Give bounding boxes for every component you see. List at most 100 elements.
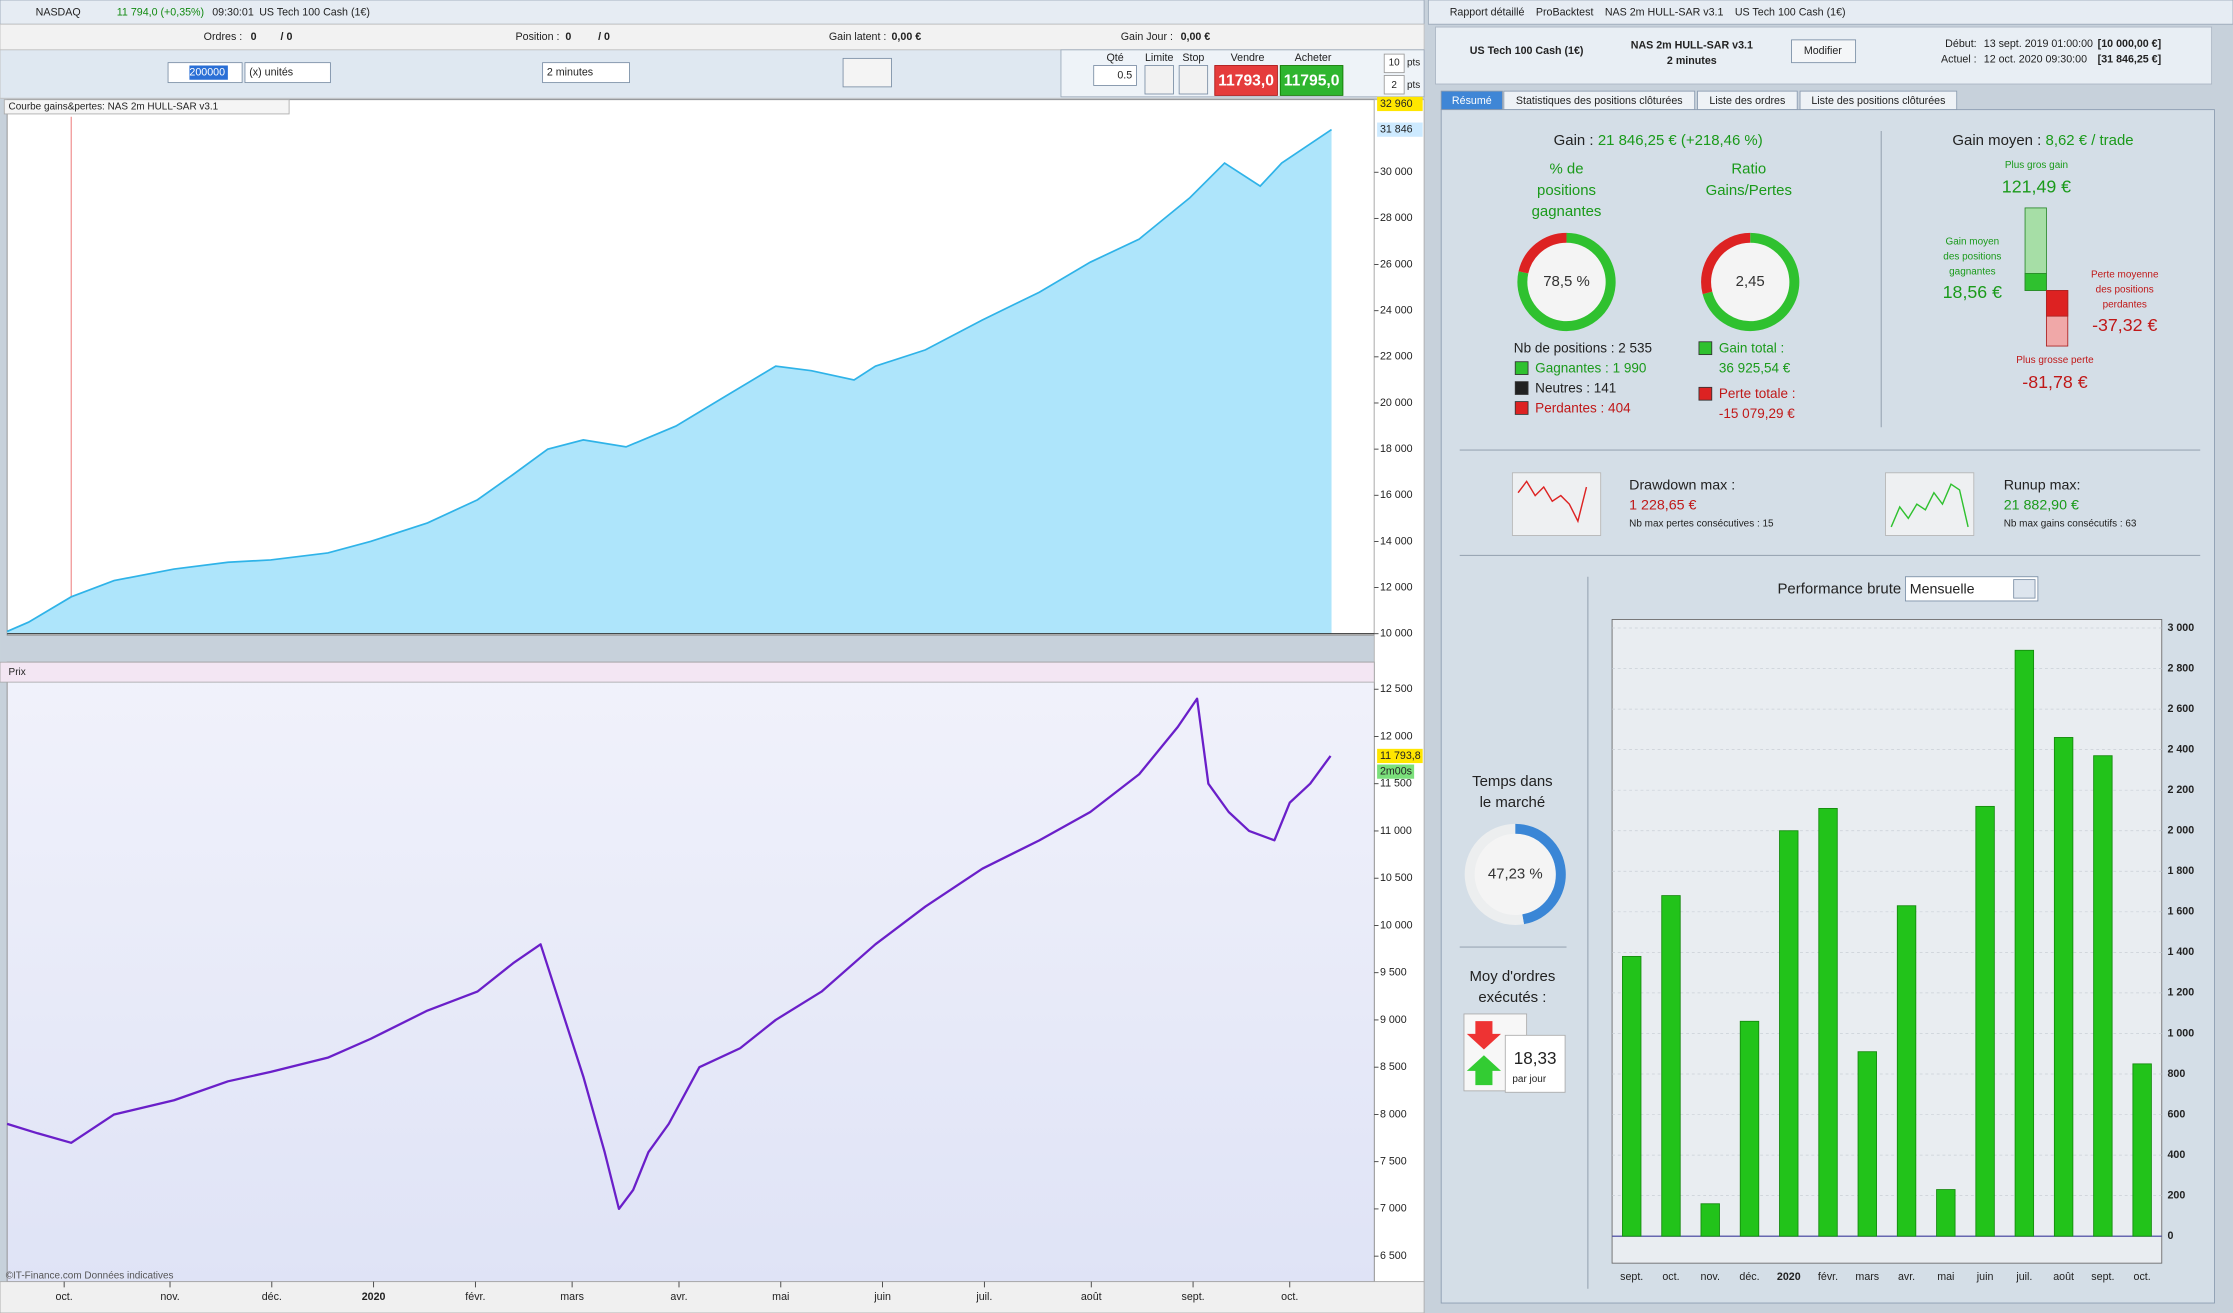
legend-box [1698,386,1713,401]
label: -37,32 € [2092,315,2157,335]
bar [1896,905,1917,1237]
label: 09:30:01 [212,7,254,19]
label: Perte moyenne [2091,269,2159,280]
y-tick-label: 2 800 [2167,662,2194,674]
x-tick-label: août [1081,1291,1102,1303]
donut-main [1515,823,1566,925]
label: 18,33 [1514,1049,1557,1068]
label[interactable]: Résumé [1452,95,1492,107]
label: Position : [516,31,560,43]
label: 36 925,54 € [1719,360,1791,375]
capital-highlight [189,65,228,80]
sell-button[interactable] [1214,65,1278,96]
label: Drawdown max : [1629,477,1735,493]
label: Gain latent : [829,31,887,43]
label: Ratio [1731,160,1766,177]
equity-area [7,129,1332,634]
label: / 0 [598,31,610,43]
modify-button[interactable] [1791,39,1857,64]
y-tick-label: 1 200 [2167,987,2194,999]
label: 1 228,65 € [1629,497,1696,513]
chart-type-button[interactable] [842,57,892,88]
label[interactable]: Liste des ordres [1709,95,1785,107]
label: Moy d'ordres [1469,968,1555,985]
y-tick-label: 600 [2167,1108,2185,1120]
y-tick-label: 24 000 [1380,305,1413,317]
y-tick-label: 10 500 [1380,872,1413,884]
orders-box [1504,1034,1566,1093]
x-tick-label: mars [560,1291,584,1303]
label: 78,5 % [1543,273,1590,290]
donut-rest [1701,232,1751,295]
legend-box [1514,401,1529,415]
label: Gain moyen [1946,237,2000,248]
timer-box [1377,764,1415,779]
y-tick-label: 26 000 [1380,258,1413,270]
label: Stop [1182,52,1204,64]
donut-bg [1708,240,1792,324]
label: 0,00 € [891,31,921,43]
label: Courbe gains&pertes: NAS 2m HULL-SAR v3.… [9,101,219,112]
label: perdantes [2103,299,2147,310]
y-tick-label: 7 500 [1380,1155,1407,1167]
buy-button[interactable] [1279,65,1344,96]
legend-box [1698,341,1713,356]
qty-input[interactable] [1093,65,1137,86]
x-tick-label: avr. [1898,1271,1915,1283]
label: 0.5 [1117,69,1132,81]
label: Nb max pertes consécutives : 15 [1629,519,1774,530]
x-tick-label: 2020 [362,1291,386,1303]
donut-main [1702,232,1800,332]
y-tick-label: 18 000 [1380,443,1413,455]
timeframe-select[interactable] [542,62,630,84]
bar [1936,1189,1956,1237]
select-arrow[interactable] [2013,579,2036,599]
x-tick-label: sept. [2091,1271,2114,1283]
label: 13 sept. 2019 01:00:00 [1984,38,2093,50]
label[interactable]: Liste des positions clôturées [1811,95,1945,107]
label: Gains/Pertes [1706,182,1792,199]
x-tick-label: avr. [670,1291,687,1303]
bar [1622,955,1642,1237]
limit-button[interactable] [1144,65,1174,95]
label: 2 [1391,80,1397,91]
x-tick-label: juin [873,1291,891,1303]
label: Gain Jour : [1121,31,1173,43]
label: ©IT-Finance.com Données indicatives [6,1271,174,1282]
bar [1700,1203,1720,1237]
runup-spark [1890,483,1969,528]
y-tick-label: 28 000 [1380,212,1413,224]
label: 12 oct. 2020 09:30:00 [1984,54,2087,66]
donut-bg [1473,833,1557,916]
price-current-box [1377,748,1423,764]
y-tick-label: 8 000 [1380,1108,1407,1120]
bar [2093,755,2113,1237]
limit-pts[interactable] [1383,75,1405,95]
x-tick-label: oct. [1662,1271,1679,1283]
size-select[interactable] [244,62,331,84]
label: Gagnantes : 1 990 [1535,360,1646,375]
label: 2 minutes [547,66,593,78]
y-tick-label: 2 400 [2167,743,2194,755]
drawdown-spark [1517,480,1588,524]
price-line [6,697,1332,1211]
stop-pts[interactable] [1383,53,1405,74]
top-marker: 32 960 [1380,98,1413,110]
x-tick-label: mai [772,1291,789,1303]
current-value-box [1377,122,1423,137]
label: Plus gros gain [2005,160,2068,171]
stop-button[interactable] [1178,65,1209,95]
label: (x) unités [249,66,293,78]
label: gagnantes [1532,203,1602,220]
x-tick-label: juil. [975,1291,992,1303]
indicator-strip [0,661,1375,683]
label[interactable]: Modifier [1804,45,1842,57]
y-tick-label: 8 500 [1380,1061,1407,1073]
label[interactable]: Statistiques des positions clôturées [1516,95,1683,107]
label: -81,78 € [2022,372,2087,392]
label: Perte totale : [1719,386,1796,401]
y-tick-label: 400 [2167,1149,2185,1161]
label: Début: [1945,38,1976,50]
label[interactable]: Mensuelle [1910,581,1975,597]
